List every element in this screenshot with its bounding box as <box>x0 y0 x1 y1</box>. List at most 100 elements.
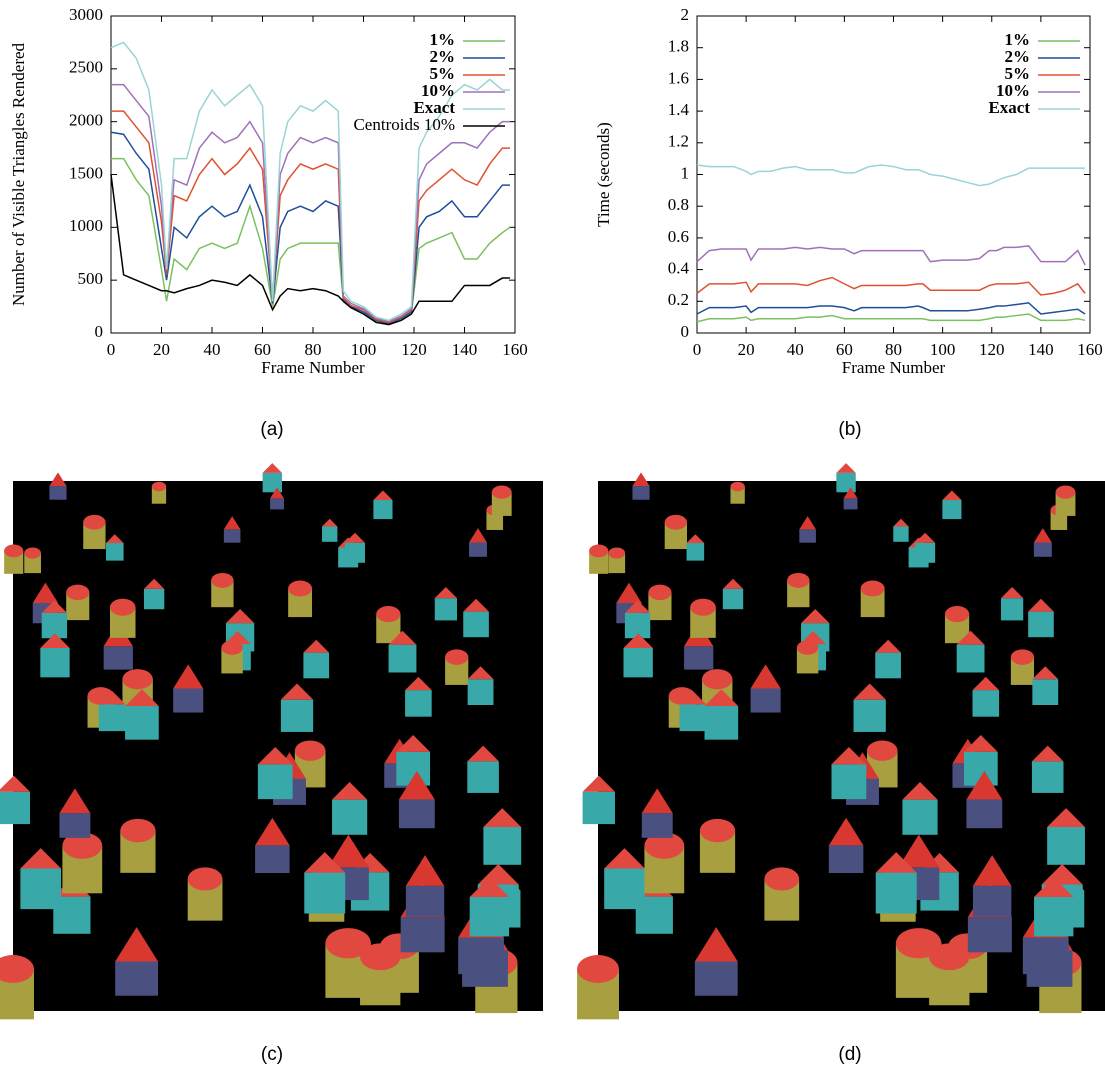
object-top <box>120 818 156 843</box>
x-tick-label: 0 <box>107 340 116 359</box>
object-top <box>589 544 609 558</box>
y-tick-label: 1000 <box>69 216 103 235</box>
object-top <box>929 943 970 971</box>
object-body <box>388 644 417 673</box>
y-tick-label: 0 <box>95 322 104 341</box>
object-top <box>20 848 62 869</box>
object-top <box>875 639 901 653</box>
object-top <box>895 928 942 959</box>
object-top <box>373 490 393 501</box>
object-top <box>49 472 67 487</box>
legend-label: 5% <box>430 64 456 83</box>
object-body <box>875 652 901 679</box>
object-top <box>679 691 707 705</box>
x-tick-label: 60 <box>254 340 271 359</box>
object-top <box>105 534 124 544</box>
object-body <box>799 529 816 543</box>
y-axis-label: Time (seconds) <box>594 122 613 227</box>
object-body <box>221 647 243 674</box>
object-top <box>187 867 223 891</box>
object-top <box>257 746 293 765</box>
object-body <box>59 813 91 838</box>
object-top <box>225 608 255 624</box>
object-body <box>787 580 810 608</box>
object-body <box>463 611 489 638</box>
object-top <box>66 584 90 601</box>
object-body <box>972 885 1012 917</box>
x-tick-label: 140 <box>452 340 478 359</box>
object-body <box>1055 492 1076 516</box>
object-top <box>396 734 431 752</box>
object-top <box>40 633 70 648</box>
object-top <box>577 955 619 983</box>
object-body <box>115 961 159 996</box>
object-body <box>843 498 858 510</box>
y-tick-label: 500 <box>78 269 104 288</box>
object-top <box>1000 587 1024 599</box>
object-top <box>332 782 368 800</box>
object-top <box>699 818 736 843</box>
object-top <box>796 640 819 655</box>
object-top <box>828 817 864 846</box>
object-body <box>704 706 739 740</box>
object-top <box>902 782 938 800</box>
object-top <box>491 485 512 499</box>
object-top <box>255 817 290 846</box>
object-body <box>0 791 31 825</box>
object-top <box>860 580 885 597</box>
object-top <box>799 516 816 530</box>
object-body <box>1000 598 1024 621</box>
object-top <box>664 514 688 530</box>
x-tick-label: 100 <box>351 340 377 359</box>
y-tick-label: 1 <box>681 163 690 182</box>
object-top <box>294 740 326 761</box>
object-body <box>648 592 672 621</box>
object-body <box>836 472 856 493</box>
object-body <box>686 543 705 561</box>
legend-label: 1% <box>430 30 456 49</box>
object-body <box>902 799 938 835</box>
x-tick-label: 80 <box>305 340 322 359</box>
object-body <box>223 529 241 543</box>
object-top <box>801 608 830 624</box>
object-body <box>20 868 62 910</box>
object-top <box>467 666 494 680</box>
object-body <box>400 917 445 953</box>
object-top <box>690 598 716 616</box>
caption: (d) <box>838 1044 861 1065</box>
object-body <box>1032 679 1059 706</box>
series-line <box>110 41 510 322</box>
object-body <box>322 526 338 542</box>
object-top <box>32 582 59 603</box>
x-tick-label: 80 <box>885 340 902 359</box>
legend-label: 2% <box>1005 47 1031 66</box>
object-body <box>303 652 330 679</box>
object-body <box>83 522 106 550</box>
object-body <box>103 646 133 670</box>
object-top <box>1010 649 1035 665</box>
object-body <box>491 492 512 516</box>
object-body <box>694 961 738 996</box>
object-top <box>211 572 234 588</box>
object-top <box>445 649 469 665</box>
object-top <box>122 669 153 690</box>
series-line <box>696 164 1086 187</box>
render-image <box>13 481 543 1011</box>
x-tick-label: 20 <box>738 340 755 359</box>
object-top <box>893 518 909 527</box>
object-body <box>589 550 609 574</box>
object-body <box>1028 611 1054 638</box>
y-axis-label: Number of Visible Triangles Rendered <box>9 42 28 306</box>
object-top <box>582 775 615 792</box>
object-top <box>942 490 962 501</box>
object-body <box>623 647 653 678</box>
x-axis-label: Frame Number <box>842 358 946 377</box>
object-top <box>221 640 243 655</box>
render-image <box>598 481 1105 1011</box>
object-top <box>288 580 313 597</box>
object-body <box>467 679 494 706</box>
y-tick-label: 0.4 <box>668 259 690 278</box>
series-line <box>696 276 1086 296</box>
object-top <box>322 518 338 527</box>
